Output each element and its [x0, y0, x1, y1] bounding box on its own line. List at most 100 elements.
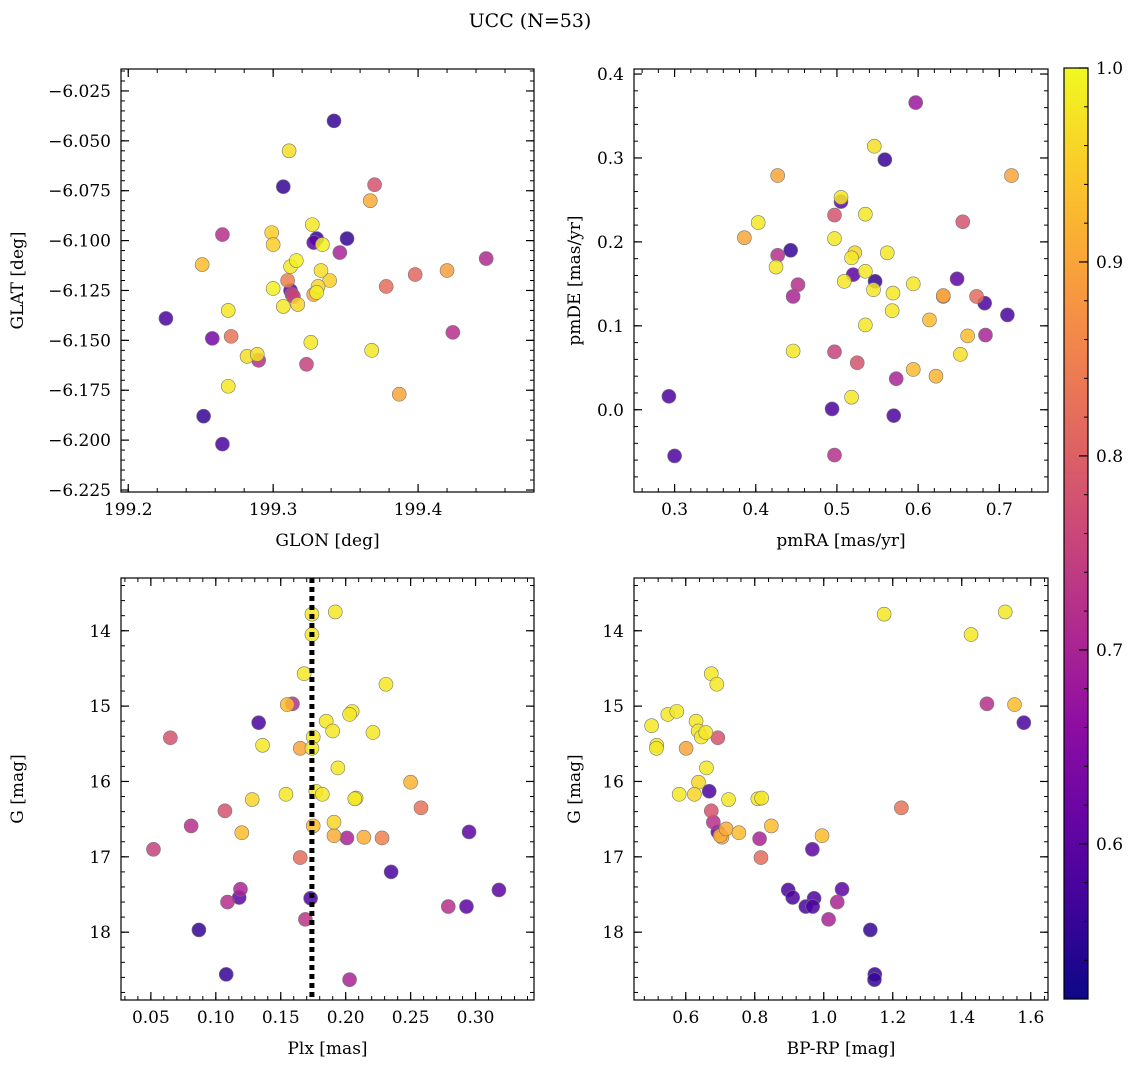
- data-point: [244, 792, 260, 807]
- y-axis-label: G [mag]: [565, 754, 585, 823]
- y-tick-label: 14: [602, 622, 624, 642]
- y-tick-label: −6.125: [48, 281, 111, 301]
- points: [661, 95, 1019, 464]
- data-point: [888, 371, 904, 386]
- data-point: [339, 231, 355, 246]
- x-tick-label: 0.30: [457, 1008, 495, 1028]
- data-point: [445, 325, 461, 340]
- y-tick-label: 18: [602, 923, 624, 943]
- data-point: [876, 606, 892, 622]
- data-point: [829, 894, 845, 910]
- data-point: [703, 803, 719, 819]
- data-point: [814, 828, 830, 844]
- data-point: [805, 841, 820, 857]
- data-point: [827, 447, 842, 463]
- y-tick-label: 0.1: [597, 317, 624, 337]
- data-point: [753, 850, 769, 865]
- data-point: [374, 830, 390, 846]
- data-point: [768, 259, 784, 275]
- points: [158, 113, 494, 452]
- data-point: [378, 676, 394, 692]
- data-point: [894, 800, 909, 816]
- data-point: [325, 723, 340, 739]
- x-axis-label: BP-RP [mag]: [787, 1039, 896, 1059]
- data-point: [858, 206, 873, 222]
- data-point: [276, 179, 291, 195]
- data-point: [886, 408, 902, 423]
- data-point: [332, 245, 348, 260]
- data-point: [1007, 697, 1022, 712]
- data-point: [326, 113, 342, 129]
- data-point: [955, 214, 971, 230]
- panels: 199.2 199.3 199.4 −6.225 −6.200 −6.175 −6.150 −…: [8, 65, 1049, 1059]
- colorbar-frame: [1063, 67, 1089, 1000]
- y-tick-label: −6.025: [48, 82, 111, 102]
- data-point: [309, 285, 324, 300]
- data-point: [233, 881, 248, 897]
- y-tick-label: 18: [89, 923, 111, 943]
- data-point: [979, 696, 995, 712]
- major-ticks: [121, 578, 534, 1000]
- data-point: [935, 288, 951, 303]
- x-tick-label: 199.2: [104, 500, 153, 520]
- data-point: [867, 972, 882, 987]
- colorbar-tick-label: 0.9: [1096, 253, 1123, 273]
- data-point: [928, 368, 944, 384]
- x-tick-label: 0.10: [197, 1008, 235, 1028]
- data-point: [315, 237, 330, 252]
- points: [644, 604, 1032, 987]
- x-tick-label: 0.6: [672, 1008, 699, 1028]
- y-tick-label: 14: [89, 622, 111, 642]
- x-tick-label: 0.6: [905, 500, 932, 520]
- data-point: [298, 912, 313, 927]
- major-ticks: [634, 69, 1048, 492]
- y-tick-label: 15: [602, 697, 624, 717]
- axes-frame: [120, 68, 535, 493]
- data-point: [866, 282, 881, 298]
- data-point: [440, 899, 456, 914]
- data-point: [378, 279, 394, 294]
- panel-4: 0.6 0.8 1.0 1.2 1.4 1.6 14 15 16 17 18 BP-RP [mag] G…: [565, 577, 1049, 1059]
- x-tick-label: 0.25: [392, 1008, 430, 1028]
- data-point: [364, 343, 379, 358]
- data-point: [905, 362, 921, 377]
- x-tick-label: 199.3: [249, 500, 298, 520]
- data-point: [265, 237, 281, 252]
- data-point: [785, 343, 801, 359]
- data-point: [710, 730, 726, 746]
- y-axis-label: GLAT [deg]: [8, 231, 28, 329]
- x-tick-label: 1.0: [810, 1008, 837, 1028]
- data-point: [699, 760, 714, 776]
- data-point: [365, 725, 381, 740]
- data-point: [356, 829, 372, 845]
- data-point: [249, 347, 265, 362]
- data-point: [342, 707, 357, 722]
- data-point: [391, 386, 407, 402]
- axes-frame: [633, 68, 1049, 493]
- y-tick-label: 16: [602, 772, 624, 792]
- data-point: [1000, 307, 1015, 323]
- data-point: [478, 251, 494, 266]
- data-point: [281, 143, 297, 159]
- x-tick-label: 1.4: [948, 1008, 975, 1028]
- data-point: [908, 95, 923, 110]
- x-tick-label: 199.4: [394, 500, 443, 520]
- data-point: [783, 242, 798, 258]
- data-point: [834, 881, 850, 897]
- y-tick-label: 17: [602, 848, 624, 868]
- data-point: [1004, 168, 1019, 183]
- y-tick-label: −6.225: [48, 481, 111, 501]
- data-point: [754, 790, 769, 806]
- data-point: [644, 718, 659, 734]
- data-point: [407, 267, 423, 282]
- data-point: [709, 676, 725, 692]
- y-tick-label: 0.3: [597, 149, 624, 169]
- data-point: [413, 800, 429, 816]
- data-point: [403, 774, 418, 790]
- colorbar-tick-label: 1.0: [1096, 59, 1123, 79]
- data-point: [220, 894, 235, 910]
- data-point: [322, 273, 337, 288]
- panel-3: 0.05 0.10 0.15 0.20 0.25 0.30 14 15 16 17 18 Plx [m…: [8, 577, 535, 1059]
- data-point: [997, 604, 1013, 620]
